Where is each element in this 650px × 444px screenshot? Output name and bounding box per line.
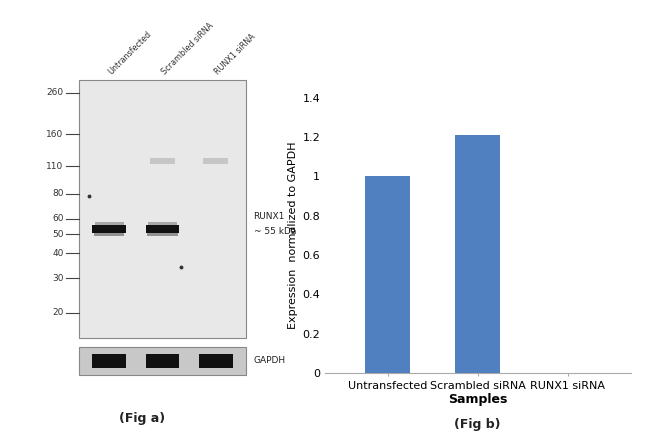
Text: (Fig a): (Fig a) (119, 412, 164, 425)
Text: RUNX1: RUNX1 (254, 212, 285, 221)
FancyBboxPatch shape (79, 347, 246, 375)
Text: RUNX1 siRNA: RUNX1 siRNA (213, 32, 257, 76)
FancyBboxPatch shape (146, 354, 179, 368)
Text: 260: 260 (47, 88, 64, 97)
FancyBboxPatch shape (95, 222, 124, 230)
Text: ~ 55 kDa: ~ 55 kDa (254, 227, 296, 236)
Text: 50: 50 (52, 230, 64, 239)
Text: Untransfected: Untransfected (107, 30, 153, 76)
FancyBboxPatch shape (150, 158, 176, 164)
FancyBboxPatch shape (92, 225, 126, 233)
FancyBboxPatch shape (199, 354, 233, 368)
Text: (Fig b): (Fig b) (454, 418, 501, 431)
X-axis label: Samples: Samples (448, 393, 508, 406)
Text: 30: 30 (52, 274, 64, 282)
FancyBboxPatch shape (94, 228, 124, 236)
Text: 40: 40 (53, 249, 64, 258)
FancyBboxPatch shape (148, 222, 177, 230)
Text: 80: 80 (52, 189, 64, 198)
Bar (455, 135, 500, 373)
FancyBboxPatch shape (203, 158, 228, 164)
Bar (365, 176, 410, 373)
FancyBboxPatch shape (79, 80, 246, 337)
Text: 110: 110 (46, 162, 64, 171)
Text: 160: 160 (46, 130, 64, 139)
Text: 60: 60 (52, 214, 64, 223)
Text: GAPDH: GAPDH (254, 357, 285, 365)
Text: 20: 20 (53, 309, 64, 317)
Y-axis label: Expression  normalized to GAPDH: Expression normalized to GAPDH (288, 142, 298, 329)
Text: Scrambled siRNA: Scrambled siRNA (160, 21, 215, 76)
FancyBboxPatch shape (148, 228, 177, 236)
FancyBboxPatch shape (92, 354, 126, 368)
FancyBboxPatch shape (146, 225, 179, 233)
